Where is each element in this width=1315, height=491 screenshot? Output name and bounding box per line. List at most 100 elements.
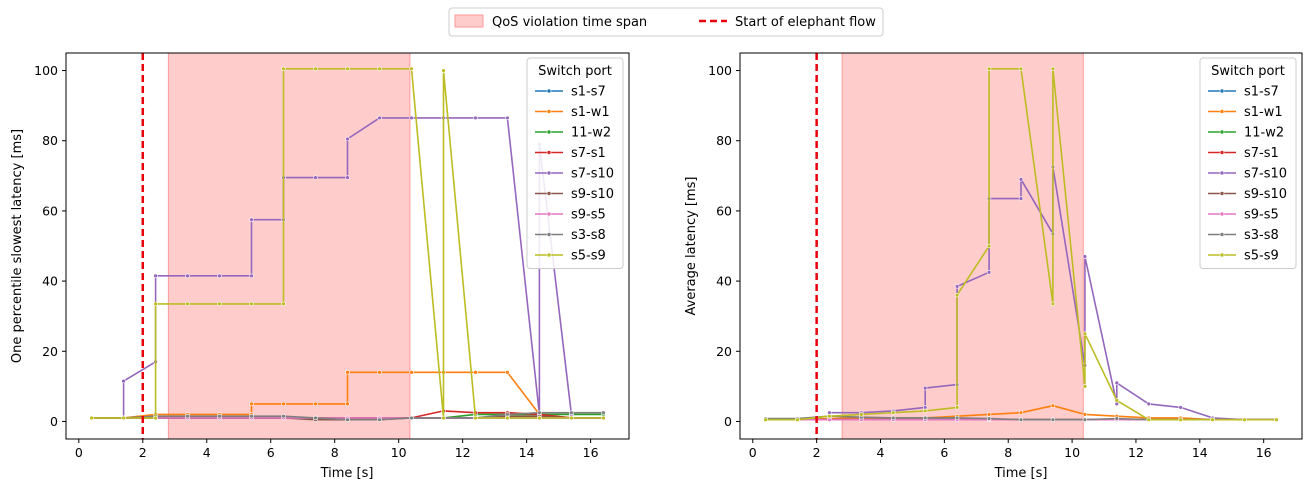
chart-left-panel: 0 2 4 6 8 10 12 14 16 0 20 40 60 80 100 Switch port s1-…	[10, 52, 630, 481]
series-line-s5-s9	[91, 68, 604, 419]
y-tick-label: 60	[42, 203, 58, 218]
data-point-s7-s10	[986, 270, 992, 275]
y-tick-label: 0	[724, 414, 732, 429]
series-line-s7-s10	[829, 166, 1277, 421]
x-tick-label: 2	[139, 445, 147, 460]
chart-right-panel: 0 2 4 6 8 10 12 14 16 0 20 40 60 80 100 Switch port s1-…	[684, 52, 1303, 481]
data-point-s5-s9	[1146, 417, 1151, 422]
data-point-s3-s8	[345, 417, 350, 422]
data-point-s1-w1	[377, 370, 382, 375]
legend-label-11-w2: 11-w2	[1244, 126, 1284, 141]
data-point-s5-s9	[409, 66, 414, 71]
legend-marker-s9-s5	[546, 211, 552, 217]
data-point-s5-s9	[441, 68, 446, 73]
y-tick-label: 40	[716, 274, 732, 289]
data-point-s3-s8	[249, 413, 254, 419]
qos-legend-label: QoS violation time span	[492, 15, 647, 30]
data-point-s5-s9	[859, 412, 864, 417]
qos-violation-span	[167, 52, 411, 440]
data-point-s5-s9	[1082, 331, 1088, 336]
data-point-s5-s9	[281, 301, 286, 307]
x-tick-label: 0	[749, 445, 757, 460]
legend-marker-s7-s10	[1219, 170, 1225, 176]
data-point-s5-s9	[1178, 417, 1183, 422]
legend-label-s5-s9: s5-s9	[571, 249, 606, 264]
y-tick-label: 20	[42, 344, 58, 359]
chart-left-ylabel: One percentile slowest latency [ms]	[10, 129, 25, 363]
data-point-s7-s10	[185, 273, 190, 279]
data-point-s3-s8	[377, 417, 382, 422]
x-tick-label: 4	[203, 445, 211, 460]
legend-marker-s9-s10	[1219, 191, 1225, 196]
legend-label-s5-s9: s5-s9	[1244, 249, 1279, 264]
data-point-s5-s9	[121, 415, 126, 421]
legend-marker-s1-s7	[546, 88, 552, 94]
legend-marker-s3-s8	[546, 232, 552, 237]
data-point-s5-s9	[505, 415, 510, 421]
data-point-s5-s9	[1050, 66, 1056, 71]
data-point-s7-s10	[954, 284, 960, 289]
legend-marker-s9-s5	[1219, 211, 1225, 217]
data-point-s5-s9	[1242, 417, 1247, 422]
legend-marker-11-w2	[546, 129, 552, 135]
x-tick-label: 0	[75, 445, 83, 460]
data-point-s5-s9	[1274, 417, 1279, 422]
x-tick-label: 6	[267, 445, 275, 460]
y-tick-label: 100	[708, 63, 732, 78]
legend-label-s1-w1: s1-w1	[1244, 105, 1283, 120]
data-point-s1-w1	[409, 370, 414, 375]
data-point-s7-s10	[923, 385, 928, 391]
y-tick-label: 0	[50, 414, 58, 429]
chart-right-ylabel: Average latency [ms]	[684, 177, 699, 316]
data-point-s3-s8	[409, 415, 414, 421]
legend-label-s7-s1: s7-s1	[1244, 146, 1279, 161]
legend-marker-11-w2	[1219, 129, 1225, 135]
data-point-s5-s9	[249, 301, 254, 307]
data-point-s3-s8	[1114, 416, 1119, 421]
data-point-s5-s9	[185, 301, 190, 307]
data-point-s7-s10	[249, 217, 254, 222]
legend-marker-s3-s8	[1219, 232, 1225, 237]
x-tick-label: 8	[1004, 445, 1012, 460]
data-point-s7-s10	[249, 273, 254, 279]
data-point-s1-w1	[281, 401, 286, 407]
data-point-s5-s9	[153, 415, 158, 421]
y-tick-label: 60	[716, 203, 732, 218]
legend-marker-s5-s9	[546, 252, 552, 258]
legend-label-s7-s1: s7-s1	[571, 146, 606, 161]
data-point-s5-s9	[1114, 398, 1119, 403]
legend-marker-s1-s7	[1219, 88, 1225, 94]
axes-frame	[65, 52, 630, 440]
data-point-s7-s10	[345, 175, 350, 180]
data-point-s5-s9	[827, 413, 832, 419]
data-point-s3-s8	[537, 410, 542, 415]
data-point-s7-s10	[1114, 380, 1119, 386]
data-point-s5-s9	[954, 292, 960, 298]
data-point-s5-s9	[923, 408, 928, 414]
data-point-s1-w1	[1082, 412, 1088, 417]
y-tick-label: 80	[716, 133, 732, 148]
data-point-s7-s10	[377, 115, 382, 121]
data-point-s3-s8	[1018, 417, 1024, 422]
data-point-s5-s9	[891, 410, 896, 415]
legend-marker-s1-w1	[1219, 109, 1225, 114]
data-point-s7-s10	[505, 115, 510, 121]
y-tick-label: 20	[716, 344, 732, 359]
legend-label-s7-s10: s7-s10	[1244, 167, 1287, 182]
chart-right-legend: Switch port s1-s7 s1-w1 11-w2 s7-s1 s7-s10 s9-…	[1199, 57, 1297, 269]
x-tick-label: 10	[1064, 445, 1080, 460]
data-point-s3-s8	[1082, 417, 1088, 422]
legend-label-s1-w1: s1-w1	[571, 105, 610, 120]
data-point-s7-s10	[409, 115, 414, 121]
legend-title: Switch port	[1211, 64, 1285, 79]
data-point-s7-s10	[1018, 177, 1024, 182]
data-point-s5-s9	[377, 66, 382, 71]
data-point-s5-s9	[313, 66, 318, 71]
legend-marker-s7-s1	[546, 150, 552, 155]
legend-label-s9-s10: s9-s10	[1244, 187, 1287, 202]
y-tick-label: 80	[42, 133, 58, 148]
data-point-s5-s9	[986, 243, 992, 249]
data-point-s7-s10	[153, 273, 158, 279]
x-tick-label: 12	[455, 445, 471, 460]
